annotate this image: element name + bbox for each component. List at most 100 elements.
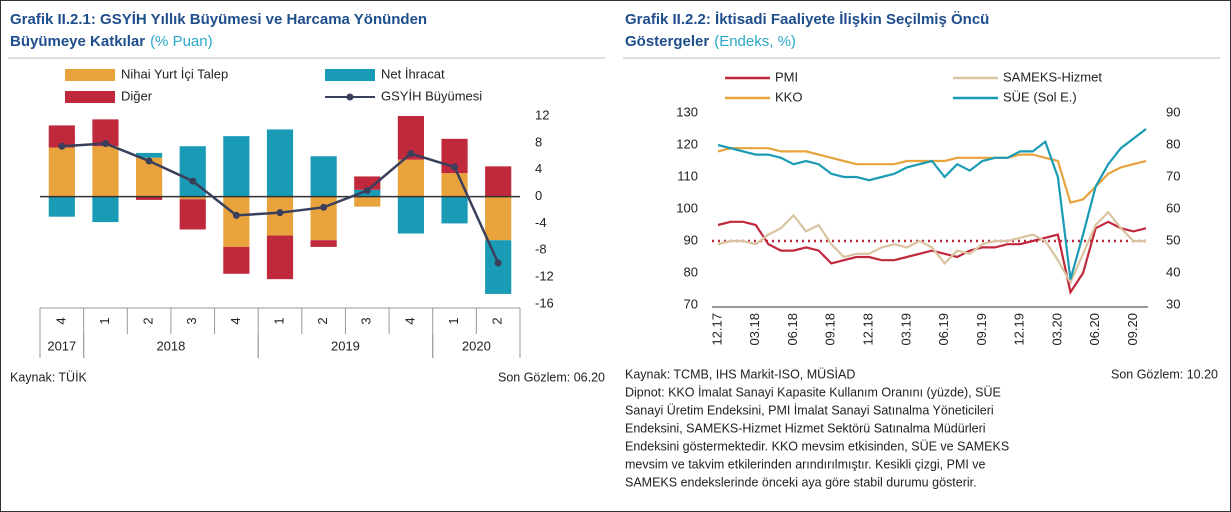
footnote: Dipnot: KKO İmalat Sanayi Kapasite Kulla… xyxy=(625,385,1001,399)
x-tick-label: 06.18 xyxy=(785,313,800,346)
line-point xyxy=(320,203,328,211)
x-tick-label: 4 xyxy=(402,317,417,324)
x-tick-label: 12.18 xyxy=(860,313,875,346)
y-tick-label: -4 xyxy=(535,215,547,230)
bar-segment xyxy=(397,196,424,234)
y2-tick-label: 90 xyxy=(1166,104,1180,119)
x-tick-label: 09.20 xyxy=(1125,313,1140,346)
bar-segment xyxy=(179,196,206,200)
y-tick-label: -16 xyxy=(535,295,554,310)
line-point xyxy=(494,259,502,267)
line-point xyxy=(276,209,284,217)
bar-segment xyxy=(92,146,119,197)
legend-label: KKO xyxy=(775,89,802,104)
x-tick-label: 2 xyxy=(315,317,330,324)
chart-title: Büyümeye Katkılar xyxy=(10,33,145,50)
year-label: 2020 xyxy=(462,338,491,353)
legend-swatch xyxy=(65,69,115,81)
source: Kaynak: TCMB, IHS Markit-ISO, MÜSİAD xyxy=(625,367,855,381)
bar-segment xyxy=(485,196,512,241)
x-tick-label: 3 xyxy=(184,317,199,324)
x-tick-label: 12.19 xyxy=(1012,313,1027,346)
legend-label: SÜE (Sol E.) xyxy=(1003,89,1077,104)
bar-segment xyxy=(266,235,294,280)
line-series xyxy=(717,210,1146,286)
line-point xyxy=(101,140,109,148)
year-label: 2018 xyxy=(156,338,185,353)
bar-segment xyxy=(223,136,250,197)
y-tick-label: 12 xyxy=(535,107,549,122)
line-point xyxy=(407,150,415,158)
legend-swatch xyxy=(65,91,115,103)
y-tick-label: 110 xyxy=(677,168,698,183)
chart-unit: (% Puan) xyxy=(150,33,213,50)
x-tick-label: 03.19 xyxy=(898,313,913,346)
legend-label: Nihai Yurt İçi Talep xyxy=(121,66,228,81)
line-point xyxy=(363,187,371,195)
chart-unit: (Endeks, %) xyxy=(714,33,796,50)
line-series xyxy=(717,147,1147,204)
y-tick-label: 130 xyxy=(676,104,698,119)
legend-swatch xyxy=(325,69,375,81)
last-observation: Son Gözlem: 06.20 xyxy=(498,370,605,384)
legend-label: Net İhracat xyxy=(381,66,445,81)
footnote: Endeksini göstermektedir. KKO mevsim etk… xyxy=(625,439,1009,453)
line-series xyxy=(717,220,1147,295)
bar-segment xyxy=(48,196,75,217)
chart-title: Grafik II.2.2: İktisadi Faaliyete İlişki… xyxy=(625,11,989,28)
y2-tick-label: 40 xyxy=(1166,264,1180,279)
footnote: Endeksini, SAMEKS-Hizmet Hizmet Sektörü … xyxy=(625,421,986,435)
year-label: 2017 xyxy=(47,338,76,353)
bar-segment xyxy=(485,240,512,294)
y-tick-label: 70 xyxy=(684,296,698,311)
y-tick-label: -8 xyxy=(535,242,547,257)
y-tick-label: 80 xyxy=(684,264,698,279)
bar-segment xyxy=(92,196,119,223)
bar-segment xyxy=(136,152,163,158)
x-tick-label: 12.17 xyxy=(709,313,724,346)
legend-label: Diğer xyxy=(121,88,153,103)
line-series xyxy=(717,128,1147,280)
y2-tick-label: 70 xyxy=(1166,168,1180,183)
legend-label: PMI xyxy=(775,69,798,84)
y2-tick-label: 60 xyxy=(1166,200,1180,215)
x-tick-label: 03.20 xyxy=(1049,313,1064,346)
bar-segment xyxy=(223,196,250,247)
x-tick-label: 06.20 xyxy=(1087,313,1102,346)
legend-label: GSYİH Büyümesi xyxy=(381,88,482,103)
x-tick-label: 3 xyxy=(359,317,374,324)
x-tick-label: 09.18 xyxy=(823,313,838,346)
x-tick-label: 2 xyxy=(490,317,505,324)
y-tick-label: 90 xyxy=(684,232,698,247)
legend-swatch xyxy=(346,93,354,101)
footnote: mevsim ve takvim etkilerinden arındırılm… xyxy=(625,457,986,471)
y2-tick-label: 50 xyxy=(1166,232,1180,247)
x-tick-label: 09.19 xyxy=(974,313,989,346)
line-point xyxy=(58,142,66,150)
line-point xyxy=(451,163,459,171)
bar-segment xyxy=(136,196,163,200)
chart-title: Grafik II.2.1: GSYİH Yıllık Büyümesi ve … xyxy=(10,11,427,28)
bar-segment xyxy=(485,166,512,197)
source: Kaynak: TÜİK xyxy=(10,370,88,384)
x-tick-label: 1 xyxy=(97,317,112,324)
y-tick-label: 4 xyxy=(535,161,542,176)
bar-segment xyxy=(223,246,250,274)
bar-segment xyxy=(354,196,381,207)
y-tick-label: 120 xyxy=(676,136,698,151)
line-point xyxy=(145,157,153,165)
x-tick-label: 1 xyxy=(446,317,461,324)
y-tick-label: -12 xyxy=(535,269,554,284)
bar-segment xyxy=(179,199,206,230)
y2-tick-label: 30 xyxy=(1166,296,1180,311)
line-point xyxy=(232,211,240,219)
y-tick-label: 0 xyxy=(535,188,542,203)
footnote: Sanayi Üretim Endeksini, PMI İmalat Sana… xyxy=(625,403,994,417)
bar-segment xyxy=(48,147,75,197)
x-tick-label: 2 xyxy=(141,317,156,324)
x-tick-label: 4 xyxy=(228,317,243,324)
bar-segment xyxy=(310,156,337,197)
line-point xyxy=(189,177,197,185)
year-label: 2019 xyxy=(331,338,360,353)
